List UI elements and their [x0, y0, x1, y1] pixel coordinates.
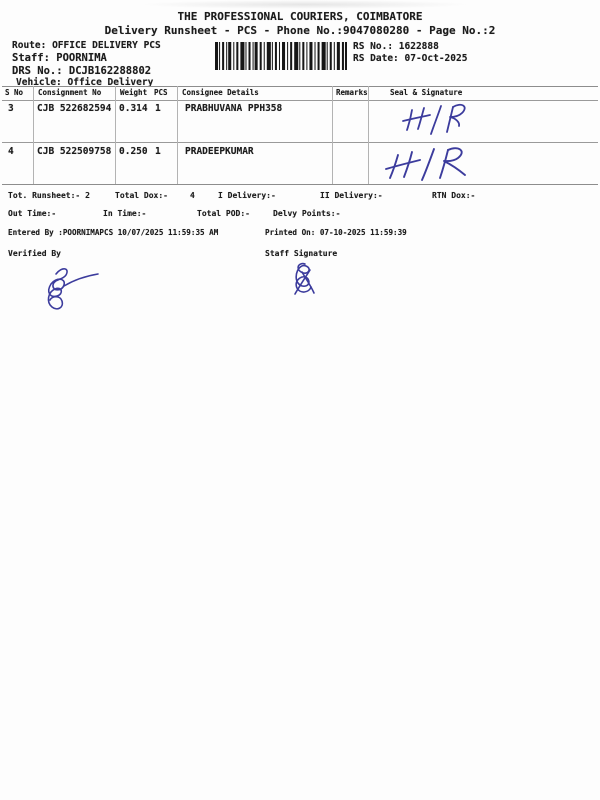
staff-label: Staff: [12, 52, 50, 64]
cell-weight: 0.314 [119, 103, 148, 114]
col-header-remarks: Remarks [336, 88, 368, 97]
table-col-line-4 [332, 86, 333, 184]
vehicle-value: Office Delivery [67, 77, 154, 88]
company-title: THE PROFESSIONAL COURIERS, COIMBATORE [177, 10, 423, 23]
runsheet-title: Delivery Runsheet - PCS - Phone No.:9047… [104, 24, 496, 37]
seal-handwriting [402, 103, 466, 135]
tot-runsheet: Tot. Runsheet:- 2 [8, 191, 90, 200]
route-label: Route: [12, 40, 47, 51]
rs-no-value: 1622888 [398, 41, 439, 52]
cell-sno: 4 [8, 146, 14, 157]
table-row-separator [2, 142, 598, 143]
i-delivery-label: I Delivery:- [218, 191, 276, 200]
rs-no-label: RS No.: [353, 41, 394, 52]
staff-value: POORNIMA [56, 52, 107, 64]
rs-date-line: RS Date: 07-Oct-2025 [353, 53, 468, 64]
route-line: Route: OFFICE DELIVERY PCS [12, 40, 161, 51]
table-bottom-border [2, 184, 598, 185]
rs-no-line: RS No.: 1622888 [353, 41, 439, 52]
table-col-line-2 [115, 86, 116, 184]
rs-date-value: 07-Oct-2025 [404, 53, 468, 64]
vehicle-line: Vehicle: Office Delivery [16, 77, 154, 88]
cell-pcs: 1 [155, 103, 161, 114]
cell-consignee: PRABHUVANA PPH358 [185, 103, 283, 114]
seal-handwriting [385, 147, 466, 181]
ii-delivery-label: II Delivery:- [320, 191, 383, 200]
drs-line: DRS No.: DCJB162288802 [12, 65, 152, 78]
cell-sno: 3 [8, 103, 14, 114]
rs-date-label: RS Date: [353, 53, 399, 64]
col-header-weight: Weight [120, 88, 148, 97]
in-time-label: In Time:- [103, 209, 147, 218]
cell-pcs: 1 [155, 146, 161, 157]
table-top-border [2, 86, 598, 87]
entered-by-line: Entered By :POORNIMAPCS 10/07/2025 11:59… [8, 228, 219, 237]
staff-signature-label: Staff Signature [265, 249, 338, 258]
staff-line: Staff: POORNIMA [12, 52, 107, 65]
verified-by-label: Verified By [8, 249, 61, 258]
drs-label: DRS No.: [12, 65, 63, 77]
total-dox-value: 4 [190, 191, 195, 200]
table-header-border [2, 100, 598, 101]
table-col-line-1 [33, 86, 34, 184]
col-header-sno: S No [5, 88, 24, 97]
total-dox-label: Total Dox:- [115, 191, 168, 200]
staff-signature [294, 262, 315, 295]
total-pod-label: Total POD:- [197, 209, 250, 218]
col-header-consignee: Consignee Details [182, 88, 259, 97]
printed-on-line: Printed On: 07-10-2025 11:59:39 [265, 228, 407, 237]
vehicle-label: Vehicle: [16, 77, 62, 88]
table-col-line-3 [177, 86, 178, 184]
cell-consignee: PRADEEPKUMAR [185, 146, 254, 157]
runsheet-barcode-icon [215, 42, 347, 70]
out-time-label: Out Time:- [8, 209, 57, 218]
route-value: OFFICE DELIVERY PCS [52, 40, 161, 51]
cell-weight: 0.250 [119, 146, 148, 157]
col-header-seal: Seal & Signature [390, 88, 463, 97]
verified-by-signature [47, 268, 99, 310]
table-col-line-5 [368, 86, 369, 184]
cell-consignment: CJB 522682594 [37, 103, 112, 114]
drs-value: DCJB162288802 [68, 65, 152, 77]
tot-runsheet-value: 2 [85, 191, 90, 200]
col-header-pcs: PCS [154, 88, 168, 97]
cell-consignment: CJB 522509758 [37, 146, 112, 157]
scan-smudge [140, 0, 470, 9]
delvy-points-label: Delvy Points:- [273, 209, 341, 218]
col-header-consignment: Consignment No [38, 88, 102, 97]
rtn-dox-label: RTN Dox:- [432, 191, 476, 200]
